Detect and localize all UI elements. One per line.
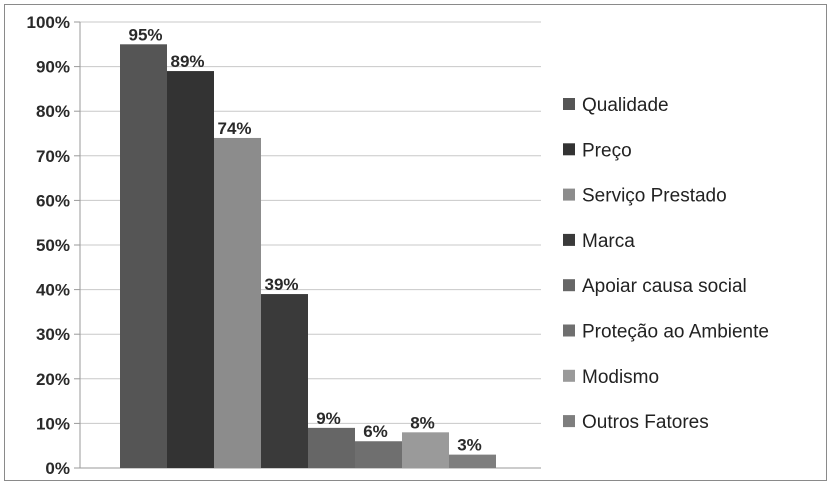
data-label-3: 74% [217,119,251,138]
data-label-1: 95% [128,25,162,44]
y-tick-label: 80% [36,102,70,121]
y-axis-ticks: 0% 10% 20% 30% 40% 50% 60% 70% 80% 90% 100% [27,13,70,478]
data-label-5: 9% [316,409,341,428]
bar-4 [261,294,308,468]
bar-1 [120,44,167,469]
data-label-8: 3% [457,436,482,455]
bar-3 [214,137,261,468]
y-tick-label: 100% [27,13,70,32]
data-label-6: 6% [363,422,388,441]
bars [120,44,496,469]
bar-8 [449,454,496,468]
legend-label: Serviço Prestado [582,186,727,207]
legend-label: Qualidade [582,95,669,116]
y-tick-label: 10% [36,414,70,433]
legend-label: Proteção ao Ambiente [582,322,769,343]
data-labels: 95% 89% 74% 39% 9% 6% 8% 3% [128,25,481,454]
y-tick-label: 30% [36,325,70,344]
y-tick-label: 0% [45,459,70,478]
bar-7 [402,432,449,468]
legend-swatch [563,98,575,110]
legend-swatch [563,188,575,201]
legend-label: Outros Fatores [582,412,709,433]
y-tick-label: 20% [36,370,70,389]
legend-swatch [563,369,575,382]
legend-swatch [563,143,575,156]
y-tick-label: 50% [36,236,70,255]
y-tick-label: 60% [36,191,70,210]
bar-6 [355,441,402,468]
data-label-2: 89% [170,52,204,71]
legend: Qualidade Preço Serviço Prestado Marca Apoia… [563,95,769,433]
legend-label: Apoiar causa social [582,276,747,297]
legend-label: Marca [582,231,635,252]
bar-5 [308,427,355,468]
legend-swatch [563,279,575,292]
legend-label: Preço [582,140,632,161]
legend-label: Modismo [582,367,659,388]
legend-swatch [563,233,575,246]
legend-swatch [563,415,575,428]
bar-2 [167,71,214,468]
y-tick-label: 70% [36,147,70,166]
y-tick-label: 90% [36,58,70,77]
y-tick-label: 40% [36,281,70,300]
data-label-4: 39% [264,275,298,294]
data-label-7: 8% [410,413,435,432]
legend-swatch [563,324,575,337]
